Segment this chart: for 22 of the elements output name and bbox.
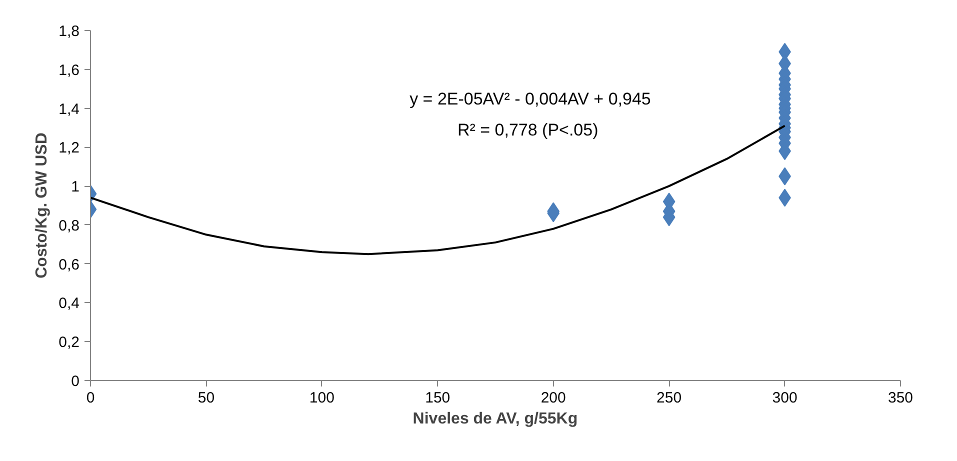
y-tick-label: 0 <box>71 373 80 390</box>
x-tick-label: 200 <box>540 390 566 406</box>
y-tick-label: 0,6 <box>58 256 80 274</box>
y-tick-label: 1,2 <box>58 140 80 157</box>
annotation: y = 2E-05AV² - 0,004AV + 0,945 <box>410 89 651 108</box>
y-tick-label: 1,4 <box>58 100 80 118</box>
y-tick-label: 0,4 <box>58 295 80 312</box>
y-tick-label: 1 <box>71 178 80 196</box>
y-tick-label: 1,8 <box>58 23 80 40</box>
x-tick-label: 350 <box>888 390 914 406</box>
y-tick-label: 0,8 <box>58 217 80 234</box>
y-tick-label: 1,6 <box>58 62 80 79</box>
x-tick-label: 150 <box>425 390 450 406</box>
annotation: R² = 0,778 (P<.05) <box>457 120 598 140</box>
x-tick-label: 100 <box>309 390 334 406</box>
y-axis-title: Costo/Kg. GW USD <box>34 132 51 278</box>
x-axis-title: Niveles de AV, g/55Kg <box>412 410 578 428</box>
x-tick-label: 50 <box>198 390 215 406</box>
x-tick-label: 250 <box>656 390 682 406</box>
x-tick-label: 0 <box>86 390 95 406</box>
y-tick-label: 0,2 <box>58 334 80 352</box>
x-tick-label: 300 <box>772 390 798 406</box>
